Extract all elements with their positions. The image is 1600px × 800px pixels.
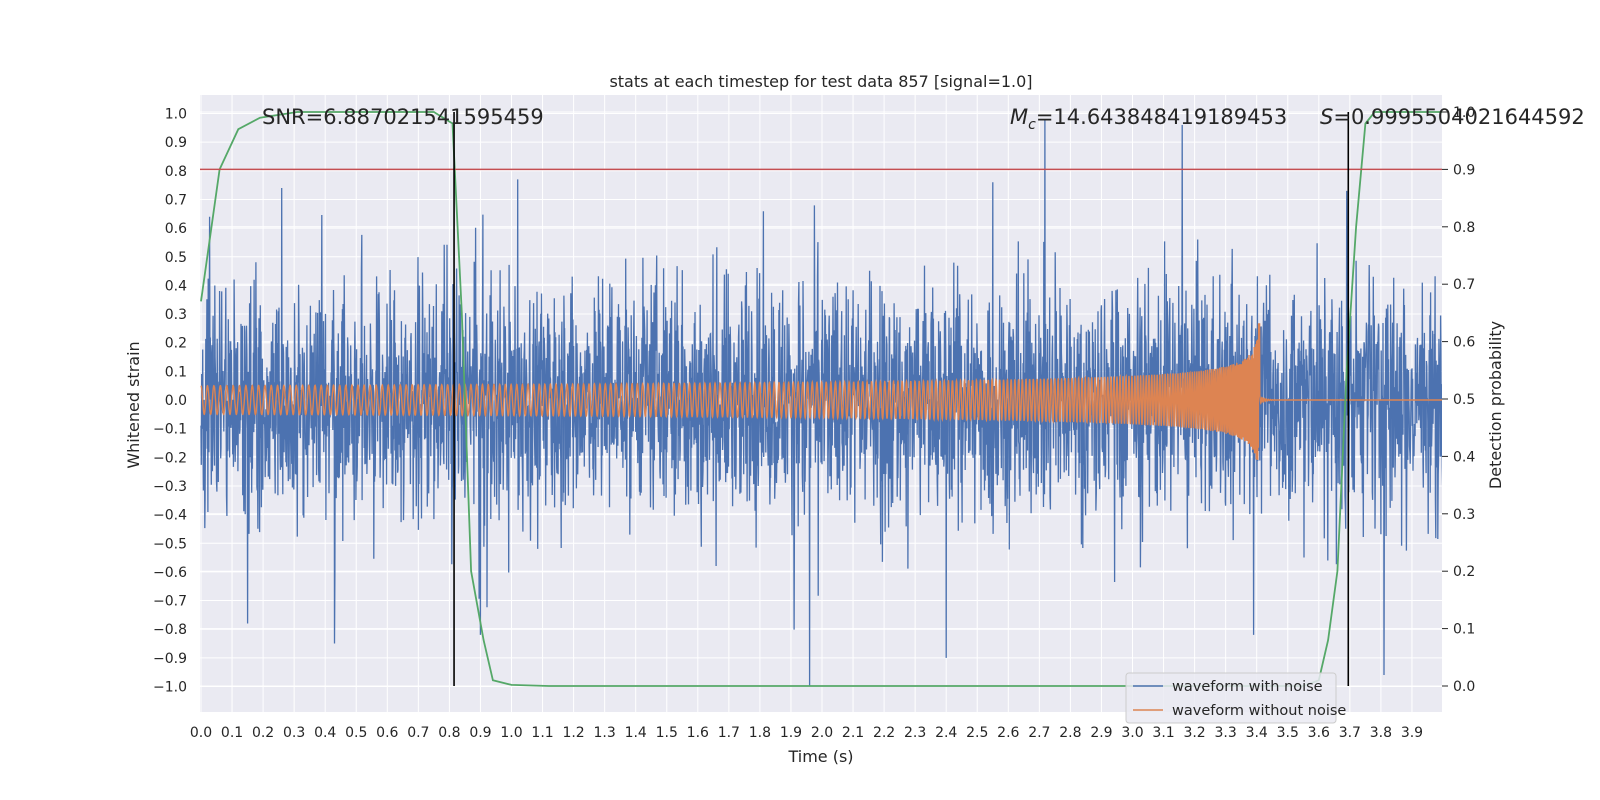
series-waveform-without-noise <box>200 323 1442 461</box>
x-tick-label: 3.1 <box>1152 725 1174 741</box>
x-axis-ticks: 0.0 0.1 0.2 0.3 0.4 0.5 0.6 0.7 0.8 0.9 1.0 1.1 1.2 1… <box>190 725 1423 741</box>
y2-tick-label: 0.0 <box>1453 679 1475 695</box>
y-tick-label: −0.8 <box>153 622 187 638</box>
y-tick-label: −0.7 <box>153 594 187 610</box>
x-tick-label: 1.9 <box>780 725 802 741</box>
x-tick-label: 0.2 <box>252 725 274 741</box>
significance-value: =0.9995504021644592 <box>1333 105 1584 129</box>
y2-tick-label: 0.5 <box>1453 392 1475 408</box>
y-tick-label: −1.0 <box>153 680 187 696</box>
x-tick-label: 0.7 <box>407 725 429 741</box>
x-tick-label: 0.0 <box>190 725 212 741</box>
significance-annotation: S=0.9995504021644592 <box>1320 105 1585 129</box>
chirp-mass-symbol: M <box>1010 105 1028 129</box>
legend-label-clean: waveform without noise <box>1172 703 1346 719</box>
x-tick-label: 3.6 <box>1308 725 1330 741</box>
y-tick-label: 0.1 <box>165 364 187 380</box>
y2-tick-label: 0.9 <box>1453 162 1475 178</box>
x-tick-label: 2.5 <box>966 725 988 741</box>
snr-annotation: SNR=6.887021541595459 <box>262 105 544 129</box>
y-tick-label: −0.4 <box>153 508 187 524</box>
chirp-mass-annotation: Mc=14.643848419189453 <box>1010 105 1287 133</box>
y-axis-ticks: 1.0 0.9 0.8 0.7 0.6 0.5 0.4 0.3 0.2 0.1 0.0 −0.1 −0.… <box>153 107 187 696</box>
x-tick-label: 3.3 <box>1215 725 1237 741</box>
reference-lines <box>200 112 1442 686</box>
x-tick-label: 1.4 <box>625 725 647 741</box>
x-tick-label: 3.9 <box>1401 725 1423 741</box>
x-tick-label: 0.6 <box>376 725 398 741</box>
x-tick-label: 2.1 <box>842 725 864 741</box>
y2-axis-label: Detection probability <box>1486 321 1505 489</box>
x-tick-label: 0.9 <box>469 725 491 741</box>
x-tick-label: 3.7 <box>1339 725 1361 741</box>
y2-tick-label: 0.3 <box>1453 507 1475 523</box>
x-tick-label: 1.3 <box>594 725 616 741</box>
x-tick-label: 2.6 <box>997 725 1019 741</box>
x-tick-label: 1.6 <box>687 725 709 741</box>
x-tick-label: 1.2 <box>562 725 584 741</box>
x-tick-label: 2.0 <box>811 725 833 741</box>
y-tick-label: 0.3 <box>165 307 187 323</box>
x-tick-label: 1.7 <box>718 725 740 741</box>
legend-label-noise: waveform with noise <box>1172 679 1323 695</box>
x-tick-label: 3.8 <box>1370 725 1392 741</box>
chirp-mass-value: =14.643848419189453 <box>1036 105 1287 129</box>
y-tick-label: 0.0 <box>165 393 187 409</box>
x-tick-label: 1.1 <box>531 725 553 741</box>
x-tick-label: 0.3 <box>283 725 305 741</box>
y-tick-label: 1.0 <box>165 107 187 123</box>
y2-tick-label: 0.6 <box>1453 335 1475 351</box>
chart-title: stats at each timestep for test data 857… <box>609 72 1032 91</box>
x-tick-label: 3.0 <box>1121 725 1143 741</box>
x-tick-label: 2.9 <box>1090 725 1112 741</box>
y-tick-label: 0.6 <box>165 221 187 237</box>
x-tick-label: 3.5 <box>1277 725 1299 741</box>
x-axis-label: Time (s) <box>787 747 853 766</box>
y-tick-label: −0.6 <box>153 565 187 581</box>
y2-tick-label: 0.8 <box>1453 220 1475 236</box>
y-tick-label: −0.2 <box>153 450 187 466</box>
x-tick-label: 1.0 <box>500 725 522 741</box>
x-tick-label: 2.8 <box>1059 725 1081 741</box>
y-tick-label: 0.7 <box>165 192 187 208</box>
y2-tick-label: 0.1 <box>1453 622 1475 638</box>
x-tick-label: 2.3 <box>904 725 926 741</box>
y-tick-label: 0.5 <box>165 250 187 266</box>
significance-symbol: S <box>1320 105 1333 129</box>
x-tick-label: 2.2 <box>873 725 895 741</box>
x-tick-label: 1.8 <box>749 725 771 741</box>
legend: waveform with noise waveform without noi… <box>1125 672 1346 724</box>
y2-tick-label: 1.0 <box>1453 105 1475 121</box>
y-axis-label: Whitened strain <box>124 341 143 468</box>
y-tick-label: −0.9 <box>153 651 187 667</box>
x-tick-label: 1.5 <box>656 725 678 741</box>
y-tick-label: −0.3 <box>153 479 187 495</box>
y-tick-label: 0.2 <box>165 336 187 352</box>
y2-tick-label: 0.4 <box>1453 449 1475 465</box>
y-tick-label: −0.5 <box>153 536 187 552</box>
y2-tick-label: 0.2 <box>1453 564 1475 580</box>
y-tick-label: 0.8 <box>165 164 187 180</box>
x-tick-label: 0.8 <box>438 725 460 741</box>
x-tick-label: 2.4 <box>935 725 957 741</box>
y-tick-label: 0.4 <box>165 278 187 294</box>
x-tick-label: 3.4 <box>1246 725 1268 741</box>
y-tick-label: 0.9 <box>165 135 187 151</box>
x-tick-label: 2.7 <box>1028 725 1050 741</box>
x-tick-label: 3.2 <box>1183 725 1205 741</box>
legend-box <box>1125 672 1337 724</box>
x-tick-label: 0.5 <box>345 725 367 741</box>
chirp-mass-subscript: c <box>1028 117 1036 133</box>
y2-axis-ticks: 1.0 0.9 0.8 0.7 0.6 0.5 0.4 0.3 0.2 0.1 0.0 <box>1442 105 1475 695</box>
x-tick-label: 0.1 <box>221 725 243 741</box>
y2-tick-label: 0.7 <box>1453 277 1475 293</box>
y-tick-label: −0.1 <box>153 422 187 438</box>
x-tick-label: 0.4 <box>314 725 336 741</box>
